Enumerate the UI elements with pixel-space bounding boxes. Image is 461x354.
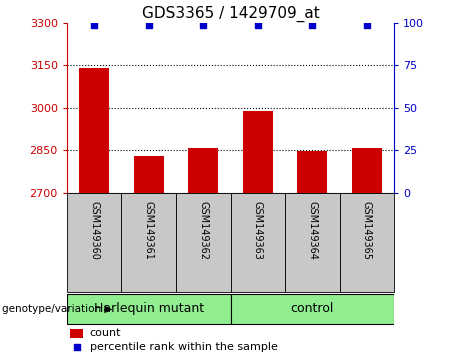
- Point: [309, 22, 316, 28]
- Text: genotype/variation ▶: genotype/variation ▶: [2, 304, 112, 314]
- Text: percentile rank within the sample: percentile rank within the sample: [90, 342, 278, 352]
- Bar: [285, 193, 340, 292]
- Text: GSM149362: GSM149362: [198, 201, 208, 260]
- Point: [73, 344, 80, 350]
- Bar: [67, 294, 230, 324]
- Text: count: count: [90, 328, 121, 338]
- Bar: [134, 156, 164, 193]
- Bar: [230, 193, 285, 292]
- Bar: [176, 193, 230, 292]
- Point: [200, 22, 207, 28]
- Bar: [188, 148, 218, 193]
- Text: control: control: [290, 302, 334, 315]
- Text: GSM149361: GSM149361: [144, 201, 154, 260]
- Text: GSM149360: GSM149360: [89, 201, 99, 260]
- Bar: [79, 68, 109, 193]
- Bar: [121, 193, 176, 292]
- Bar: [230, 294, 394, 324]
- Bar: [243, 111, 273, 193]
- Point: [145, 22, 152, 28]
- Text: GSM149364: GSM149364: [307, 201, 317, 260]
- Text: GSM149363: GSM149363: [253, 201, 263, 260]
- Point: [363, 22, 371, 28]
- Bar: [340, 193, 394, 292]
- Text: Harlequin mutant: Harlequin mutant: [94, 302, 204, 315]
- Point: [254, 22, 261, 28]
- Title: GDS3365 / 1429709_at: GDS3365 / 1429709_at: [142, 5, 319, 22]
- Bar: [352, 148, 382, 193]
- Bar: [70, 329, 83, 338]
- Text: GSM149365: GSM149365: [362, 201, 372, 260]
- Bar: [297, 151, 327, 193]
- Point: [90, 22, 98, 28]
- Bar: [67, 193, 121, 292]
